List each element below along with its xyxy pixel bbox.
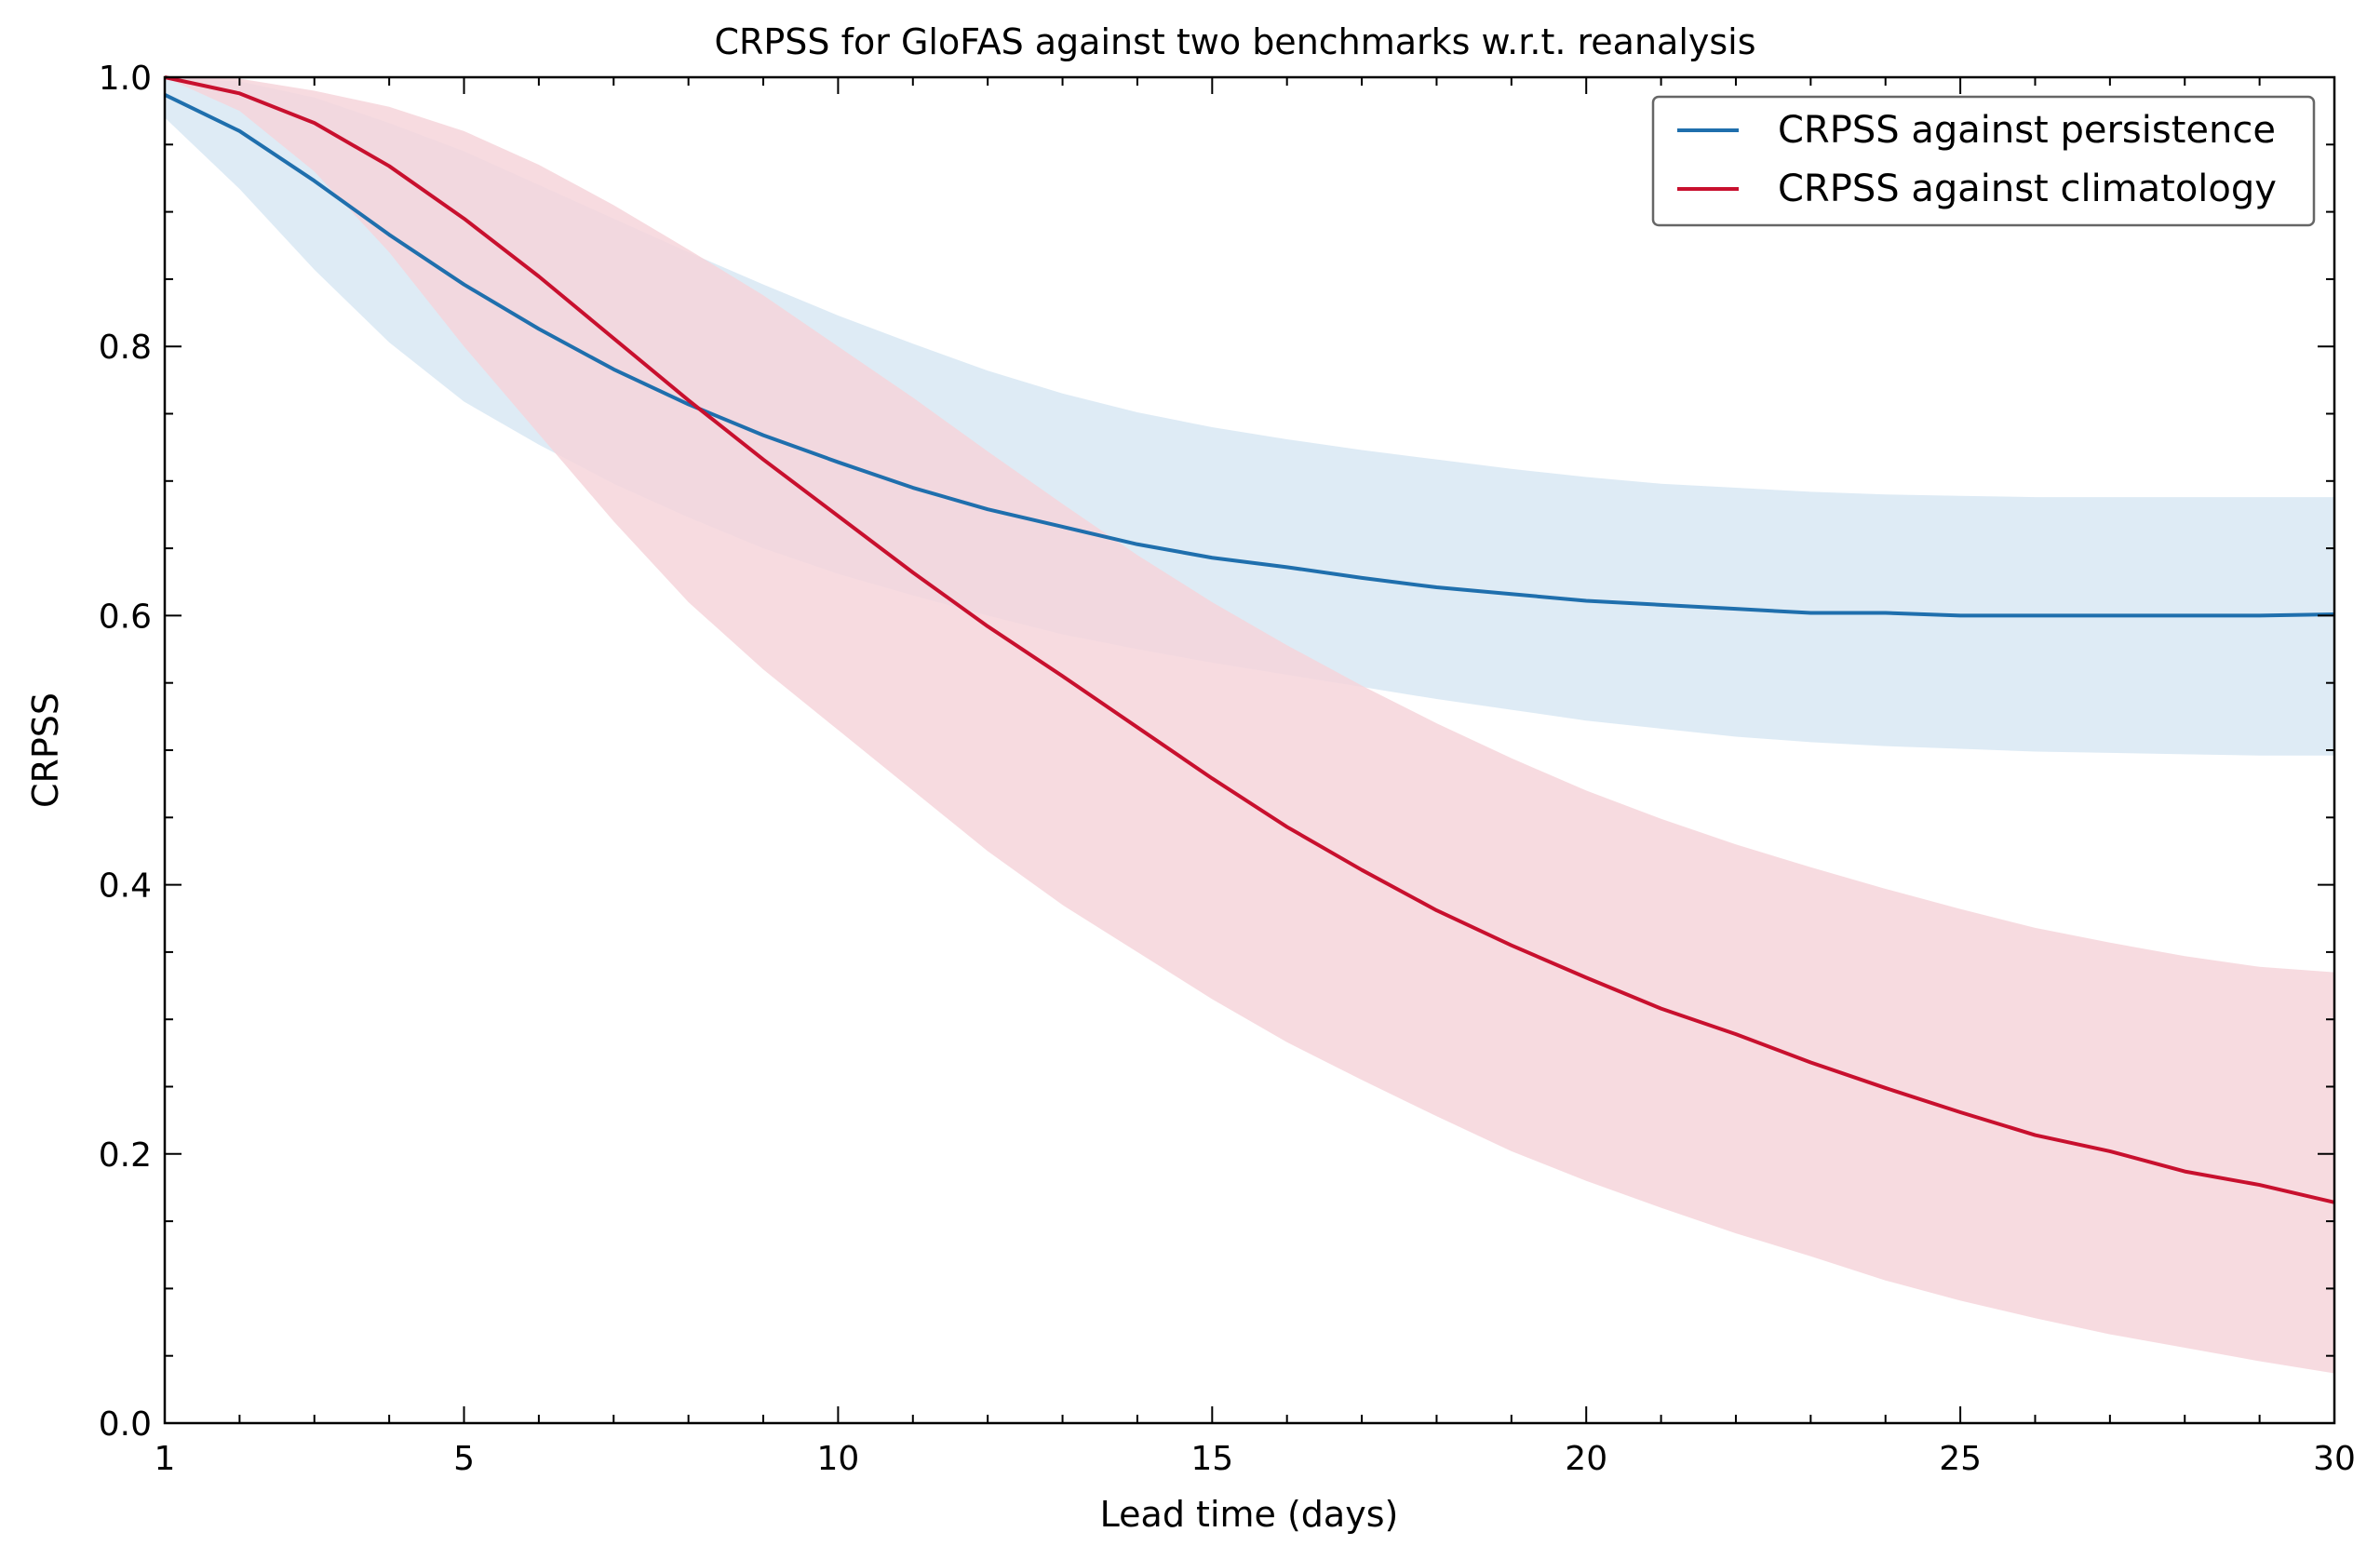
series-lines bbox=[164, 75, 2335, 1204]
y-tick-label: 0.4 bbox=[99, 867, 152, 906]
x-tick-label: 15 bbox=[1190, 1440, 1233, 1478]
x-tick-label: 5 bbox=[453, 1440, 475, 1478]
x-axis-title: Lead time (days) bbox=[1100, 1494, 1399, 1535]
x-tick-label: 10 bbox=[817, 1440, 860, 1478]
legend-label-climatology: CRPSS against climatology bbox=[1778, 168, 2277, 210]
x-tick-label: 25 bbox=[1939, 1440, 1982, 1478]
band-climatology bbox=[165, 77, 2334, 1374]
legend-label-persistence: CRPSS against persistence bbox=[1778, 109, 2276, 152]
y-axis-title: CRPSS bbox=[25, 692, 66, 808]
y-tick-label: 0.0 bbox=[99, 1405, 152, 1444]
y-tick-label: 0.6 bbox=[99, 598, 152, 636]
line-persistence bbox=[164, 92, 2335, 618]
x-tick-label: 30 bbox=[2313, 1440, 2356, 1478]
y-tick-label: 0.8 bbox=[99, 329, 152, 367]
legend-box bbox=[1651, 95, 2316, 227]
x-tick-label: 1 bbox=[155, 1440, 176, 1478]
axis-ticks bbox=[164, 76, 2335, 1424]
legend: CRPSS against persistence CRPSS against … bbox=[1651, 95, 2316, 227]
x-tick-label: 20 bbox=[1565, 1440, 1607, 1478]
y-tick-label: 1.0 bbox=[99, 60, 152, 98]
y-tick-label: 0.2 bbox=[99, 1136, 152, 1175]
y-tick-labels: 0.0 0.2 0.4 0.6 0.8 1.0 bbox=[99, 60, 152, 1444]
band-persistence bbox=[165, 77, 2334, 756]
x-tick-labels: 1 5 10 15 20 25 30 bbox=[155, 1440, 2356, 1478]
chart-title: CRPSS for GloFAS against two benchmarks … bbox=[714, 21, 1755, 62]
line-climatology bbox=[164, 75, 2335, 1204]
confidence-bands bbox=[165, 77, 2334, 1374]
